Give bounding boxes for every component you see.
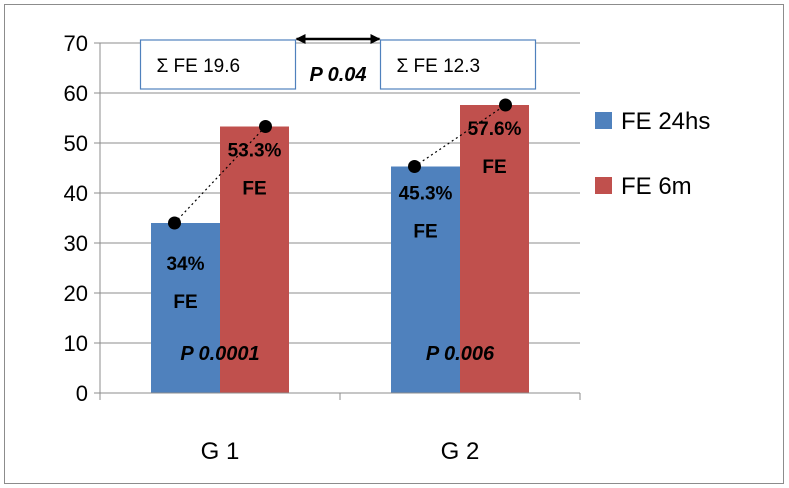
legend: FE 24hs FE 6m xyxy=(595,108,710,200)
marker-dot xyxy=(259,120,272,133)
bars xyxy=(151,105,529,393)
bar-unit-label: FE xyxy=(413,222,437,243)
bar-value-label: 53.3% xyxy=(228,141,282,162)
bar-unit-label: FE xyxy=(242,179,266,200)
marker-dot xyxy=(499,98,512,112)
x-category-label: G 1 xyxy=(201,438,240,465)
summary-box xyxy=(139,39,297,90)
y-tick-label: 50 xyxy=(64,131,88,156)
summary-box-text: Σ FE 12.3 xyxy=(397,56,481,77)
y-tick-label: 60 xyxy=(64,81,88,106)
connector-line xyxy=(174,126,266,224)
bar-value-label: 34% xyxy=(166,254,204,275)
group-p-value: P 0.0001 xyxy=(180,343,259,365)
bar-value-label: 57.6% xyxy=(468,119,522,140)
labels: 34% FE 53.3% FE P 0.0001 45.3% FE 57.6% FE P 0.00… xyxy=(139,34,537,365)
legend-label: FE 6m xyxy=(621,173,692,200)
summary-box xyxy=(379,39,537,90)
legend-swatch xyxy=(595,112,612,129)
x-category-label: G 2 xyxy=(441,438,480,465)
bar-value-label: 45.3% xyxy=(399,184,453,205)
chart-frame: 0 10 20 30 40 50 60 70 G 1 G 2 34% FE 53.3% FE P 0.00… xyxy=(4,4,784,484)
marker-dot xyxy=(168,216,181,230)
axes: 0 10 20 30 40 50 60 70 G 1 G 2 xyxy=(64,31,581,465)
y-tick-label: 10 xyxy=(64,331,88,356)
group-p-value: P 0.006 xyxy=(426,343,495,365)
bar-fe-24hs-g1 xyxy=(151,223,220,393)
bar-fe-6m-g1 xyxy=(220,126,289,393)
y-tick-label: 40 xyxy=(64,181,88,206)
summary-box-text: Σ FE 19.6 xyxy=(157,56,241,77)
bar-chart: 0 10 20 30 40 50 60 70 G 1 G 2 34% FE 53.3% FE P 0.00… xyxy=(64,31,711,465)
y-tick-label: 0 xyxy=(76,381,88,406)
bar-unit-label: FE xyxy=(482,157,506,178)
between-groups-p-value: P 0.04 xyxy=(309,64,366,86)
legend-label: FE 24hs xyxy=(621,108,710,135)
bar-fe-6m-g2 xyxy=(460,105,529,393)
bar-fe-24hs-g2 xyxy=(391,166,460,393)
bar-unit-label: FE xyxy=(173,292,197,313)
y-tick-label: 70 xyxy=(64,31,88,56)
legend-swatch xyxy=(595,177,612,194)
y-tick-label: 20 xyxy=(64,281,88,306)
marker-dot xyxy=(408,160,421,173)
connector-line xyxy=(414,104,506,167)
y-tick-label: 30 xyxy=(64,231,88,256)
